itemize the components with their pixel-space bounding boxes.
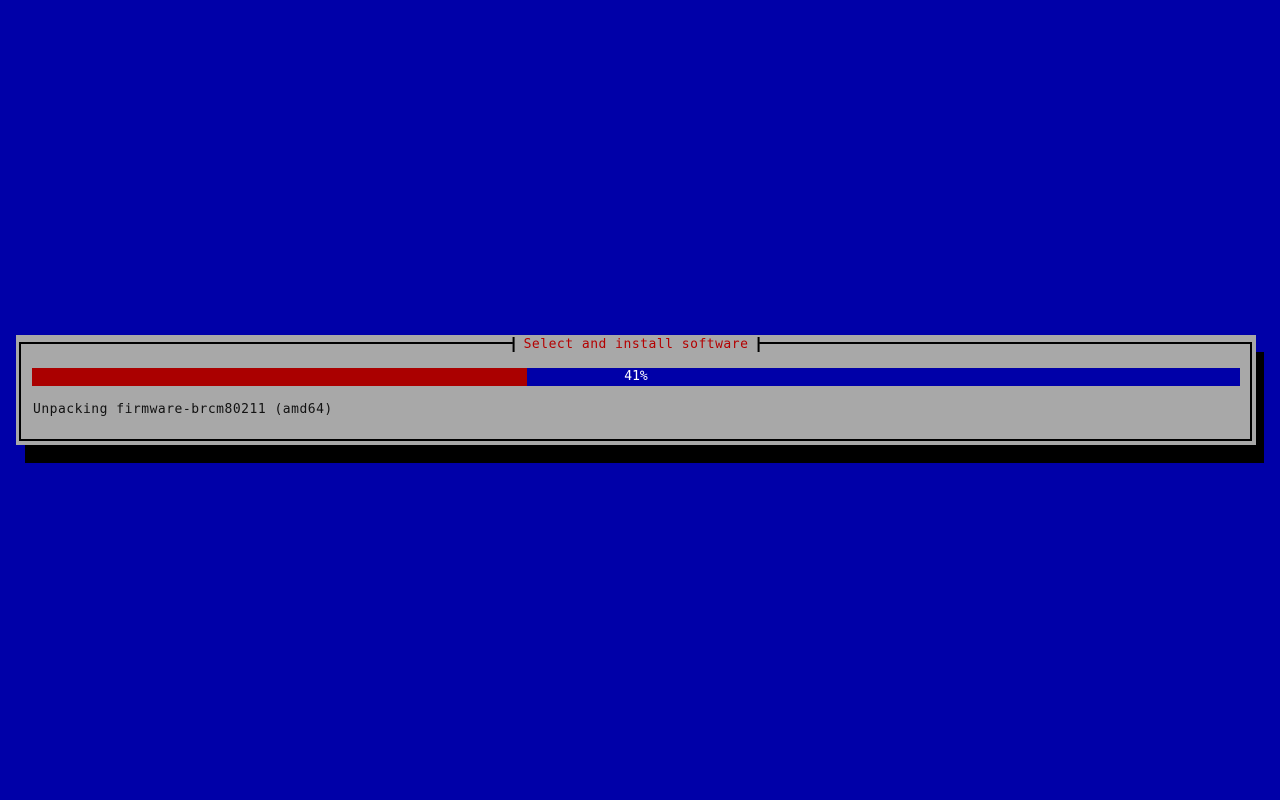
install-progress-dialog: Select and install software 41% Unpackin…	[16, 335, 1256, 445]
progress-bar: 41%	[32, 368, 1240, 386]
progress-percent-label: 41%	[624, 369, 648, 384]
status-text: Unpacking firmware-brcm80211 (amd64)	[33, 402, 333, 417]
dialog-title: Select and install software	[523, 337, 749, 352]
dialog-title-tab: Select and install software	[512, 337, 760, 352]
title-tick-left-icon	[512, 337, 515, 352]
title-tick-right-icon	[757, 337, 760, 352]
progress-bar-fill	[32, 368, 528, 386]
dialog-border	[19, 342, 1252, 441]
